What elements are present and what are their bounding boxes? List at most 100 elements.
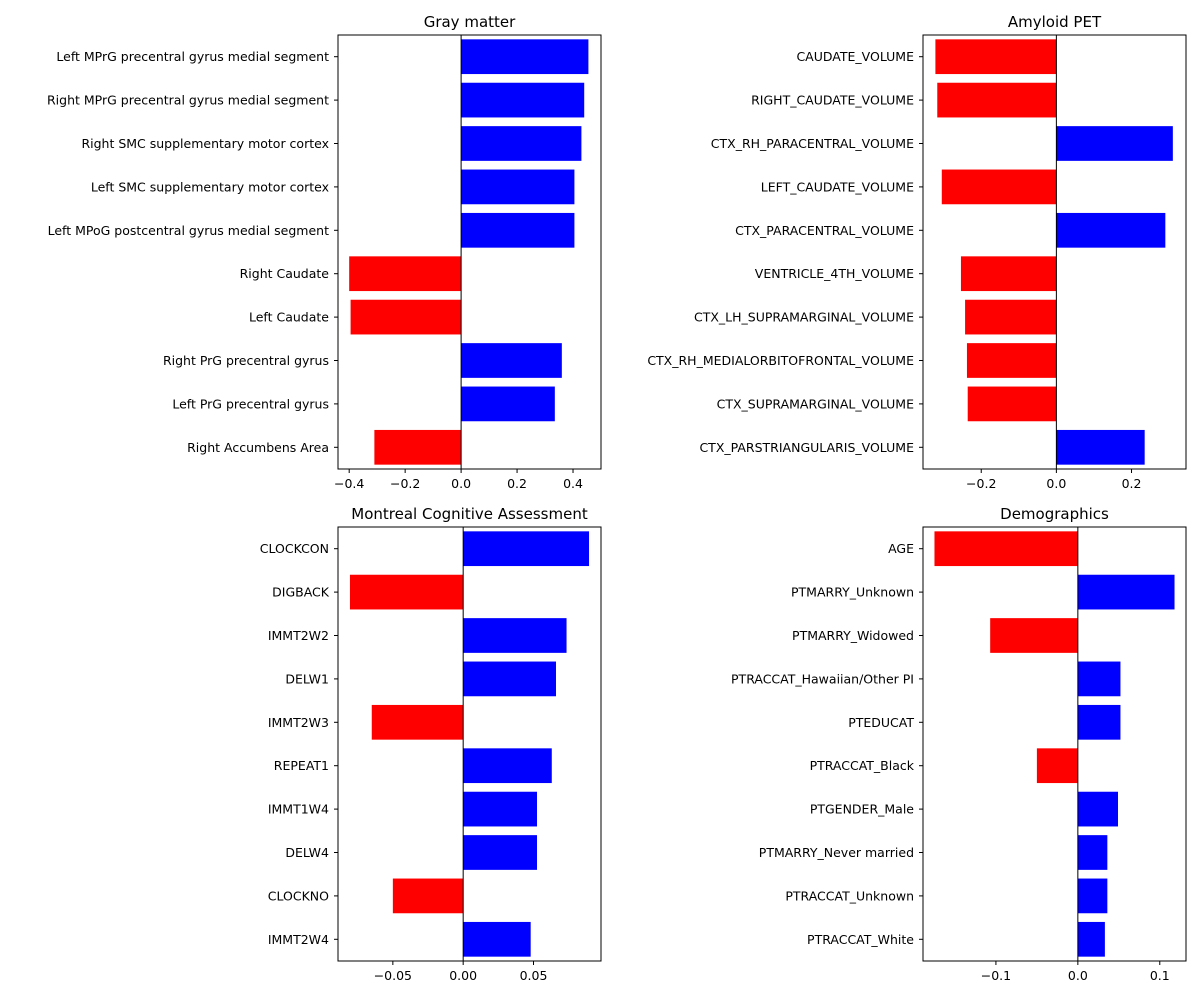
category-label: RIGHT_CAUDATE_VOLUME	[751, 93, 914, 108]
category-label: IMMT2W3	[268, 715, 329, 730]
category-label: LEFT_CAUDATE_VOLUME	[761, 179, 914, 194]
bar	[374, 429, 462, 465]
bar	[1077, 791, 1118, 827]
bar	[965, 299, 1057, 335]
category-label: REPEAT1	[274, 758, 329, 773]
category-label: Right Accumbens Area	[187, 440, 329, 455]
x-tick-label: −0.1	[981, 968, 1011, 983]
x-tick-label: 0.00	[449, 968, 477, 983]
bar	[350, 299, 462, 335]
category-label: Left PrG precentral gyrus	[172, 396, 329, 411]
x-tick-label: 0.0	[1046, 476, 1066, 491]
bar	[461, 212, 575, 248]
category-label: CAUDATE_VOLUME	[796, 49, 914, 64]
category-label: CLOCKCON	[260, 541, 329, 556]
category-label: Right PrG precentral gyrus	[163, 353, 329, 368]
chart-title: Demographics	[1000, 505, 1109, 523]
x-tick-label: 0.0	[451, 476, 471, 491]
category-label: CTX_RH_PARACENTRAL_VOLUME	[711, 136, 914, 151]
bar	[349, 256, 462, 292]
axes-frame	[922, 526, 1187, 962]
category-label: PTEDUCAT	[848, 715, 914, 730]
x-tick-label: 0.1	[1150, 968, 1170, 983]
axes-frame	[337, 34, 602, 470]
category-label: DELW4	[285, 845, 329, 860]
bar	[934, 531, 1078, 567]
bar	[463, 921, 531, 957]
category-label: PTMARRY_Widowed	[792, 628, 914, 643]
bar	[1077, 661, 1121, 697]
chart-title: Montreal Cognitive Assessment	[351, 505, 588, 523]
bar	[463, 835, 538, 870]
x-tick-label: 0.2	[1122, 476, 1142, 491]
category-label: IMMT2W2	[268, 628, 329, 643]
bar	[392, 878, 464, 914]
bar	[1056, 212, 1166, 248]
bar	[461, 343, 562, 378]
x-tick-label: 0.0	[1068, 968, 1088, 983]
bar	[463, 791, 538, 827]
category-label: Left Caudate	[249, 310, 329, 325]
x-tick-label: −0.4	[334, 476, 364, 491]
category-label: DELW1	[285, 671, 329, 686]
bar	[463, 661, 556, 697]
chart-panel-3: Montreal Cognitive Assessment CLOCKCON DIG…	[260, 505, 602, 983]
category-label: Right Caudate	[240, 266, 330, 281]
bar	[461, 39, 589, 75]
bar	[960, 256, 1057, 292]
bar	[1077, 704, 1121, 740]
x-tick-label: −0.2	[390, 476, 420, 491]
bar	[937, 82, 1057, 118]
bar	[461, 126, 582, 161]
bar	[1077, 921, 1105, 957]
bar	[935, 39, 1057, 75]
category-label: DIGBACK	[272, 585, 330, 600]
category-label: IMMT2W4	[268, 932, 329, 947]
axes-frame	[922, 34, 1187, 470]
bar	[1056, 126, 1173, 161]
x-tick-label: 0.05	[520, 968, 548, 983]
x-tick-label: 0.2	[507, 476, 527, 491]
bar	[1077, 835, 1108, 870]
category-label: CTX_PARACENTRAL_VOLUME	[735, 223, 914, 238]
bar	[990, 618, 1078, 653]
category-label: CTX_LH_SUPRAMARGINAL_VOLUME	[694, 310, 914, 325]
category-label: PTRACCAT_Hawaiian/Other PI	[731, 671, 914, 686]
category-label: CTX_SUPRAMARGINAL_VOLUME	[717, 396, 914, 411]
bar	[349, 574, 464, 610]
bar	[371, 704, 464, 740]
category-label: VENTRICLE_4TH_VOLUME	[755, 266, 914, 281]
category-label: Left MPrG precentral gyrus medial segmen…	[56, 49, 329, 64]
bar	[967, 386, 1057, 422]
category-label: Right MPrG precentral gyrus medial segme…	[47, 93, 329, 108]
x-tick-label: −0.2	[966, 476, 996, 491]
chart-title: Amyloid PET	[1008, 13, 1102, 31]
category-label: CTX_RH_MEDIALORBITOFRONTAL_VOLUME	[647, 353, 914, 368]
bar	[461, 169, 575, 205]
axes-frame	[337, 526, 602, 962]
bar	[1056, 429, 1145, 465]
category-label: PTRACCAT_White	[807, 932, 914, 947]
bar	[966, 343, 1057, 378]
category-label: CLOCKNO	[268, 888, 329, 903]
chart-title: Gray matter	[424, 13, 516, 31]
bar	[463, 748, 552, 784]
chart-panel-2: Amyloid PET CAUDATE_VOLUME RIGHT_CAUDATE_V…	[647, 13, 1187, 491]
chart-panel-4: Demographics AGE PTMARRY_Unknown PTMARRY_Wi…	[731, 505, 1187, 983]
bar	[1036, 748, 1078, 784]
chart-panel-1: Gray matter Left MPrG precentral gyrus me…	[47, 13, 602, 491]
bar	[463, 618, 567, 653]
bar	[941, 169, 1057, 205]
category-label: PTGENDER_Male	[810, 802, 914, 817]
category-label: PTMARRY_Unknown	[791, 585, 914, 600]
bar	[461, 82, 585, 118]
category-label: IMMT1W4	[268, 802, 329, 817]
category-label: PTRACCAT_Black	[810, 758, 915, 773]
category-label: PTRACCAT_Unknown	[785, 888, 914, 903]
category-label: AGE	[888, 541, 914, 556]
x-tick-label: 0.4	[563, 476, 583, 491]
bar	[461, 386, 555, 422]
bar	[1077, 574, 1175, 610]
